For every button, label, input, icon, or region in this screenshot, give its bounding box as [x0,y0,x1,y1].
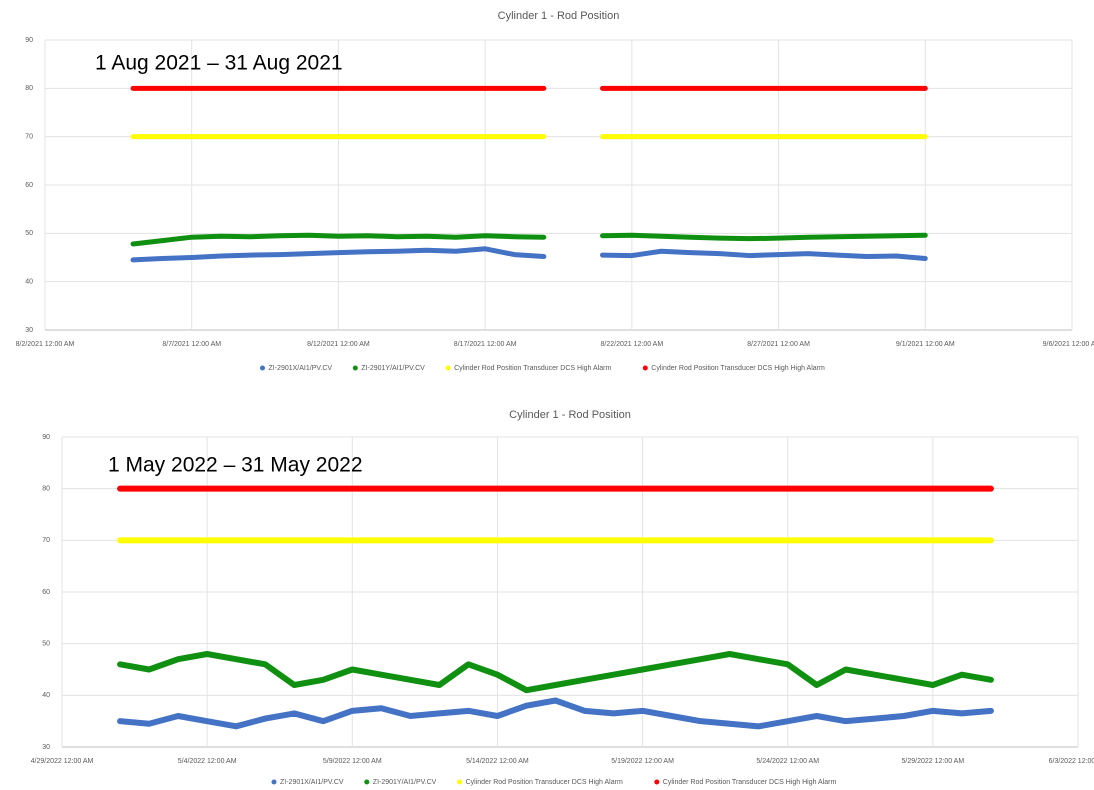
y-tick-label: 40 [42,692,50,699]
y-tick-label: 30 [25,327,33,334]
y-tick-label: 50 [42,641,50,648]
x-tick-label: 8/27/2021 12:00 AM [747,341,810,348]
x-tick-label: 8/17/2021 12:00 AM [454,341,517,348]
legend-marker [654,779,660,785]
series-line [117,697,994,730]
legend-marker [352,365,358,371]
y-tick-label: 30 [42,744,50,751]
legend-marker [642,365,648,371]
x-tick-label: 8/2/2021 12:00 AM [16,341,75,348]
x-tick-label: 5/4/2022 12:00 AM [178,758,237,765]
legend-label: Cylinder Rod Position Transducer DCS Hig… [663,779,837,786]
y-tick-label: 40 [25,279,33,286]
x-tick-label: 8/7/2021 12:00 AM [162,341,221,348]
x-tick-label: 5/14/2022 12:00 AM [466,758,529,765]
y-tick-label: 80 [42,486,50,493]
y-tick-label: 80 [25,85,33,92]
x-tick-label: 4/29/2022 12:00 AM [31,758,94,765]
x-tick-label: 5/19/2022 12:00 AM [611,758,674,765]
x-tick-label: 8/12/2021 12:00 AM [307,341,370,348]
legend-label: ZI-2901Y/AI1/PV.CV [373,779,437,786]
legend-marker [364,779,370,785]
y-tick-label: 90 [42,434,50,441]
y-tick-label: 70 [42,537,50,544]
x-tick-label: 9/1/2021 12:00 AM [896,341,955,348]
legend-label: ZI-2901Y/AI1/PV.CV [361,365,425,372]
x-tick-label: 5/24/2022 12:00 AM [756,758,819,765]
chart-title: Cylinder 1 - Rod Position [509,409,631,421]
legend-marker [260,365,265,371]
x-tick-label: 5/29/2022 12:00 AM [902,758,965,765]
series-line [117,651,994,694]
series-line [130,232,928,247]
y-tick-label: 60 [42,589,50,596]
y-tick-label: 50 [25,230,33,237]
legend-marker [457,779,463,785]
x-tick-label: 8/22/2021 12:00 AM [601,341,664,348]
y-tick-label: 70 [25,134,33,141]
legend-label: ZI-2901X/AI1/PV.CV [269,365,333,372]
annotation: 1 Aug 2021 – 31 Aug 2021 [95,52,343,75]
x-tick-label: 6/3/2022 12:00 AM [1049,758,1094,765]
legend-label: ZI-2901X/AI1/PV.CV [280,779,344,786]
annotation: 1 May 2022 – 31 May 2022 [108,454,363,477]
legend-label: Cylinder Rod Position Transducer DCS Hig… [454,365,611,372]
x-tick-label: 9/6/2021 12:00 AM [1043,341,1094,348]
legend: ZI-2901X/AI1/PV.CV ZI-2901Y/AI1/PV.CV Cyli… [260,365,825,372]
chart-title: Cylinder 1 - Rod Position [498,10,620,22]
series-line [130,246,928,263]
legend-marker [445,365,451,371]
x-tick-label: 5/9/2022 12:00 AM [323,758,382,765]
y-tick-label: 60 [25,182,33,189]
legend-label: Cylinder Rod Position Transducer DCS Hig… [651,365,825,372]
legend-marker [271,779,277,785]
legend-label: Cylinder Rod Position Transducer DCS Hig… [466,779,623,786]
y-tick-label: 90 [25,37,33,44]
legend: ZI-2901X/AI1/PV.CV ZI-2901Y/AI1/PV.CV Cyli… [271,779,837,786]
